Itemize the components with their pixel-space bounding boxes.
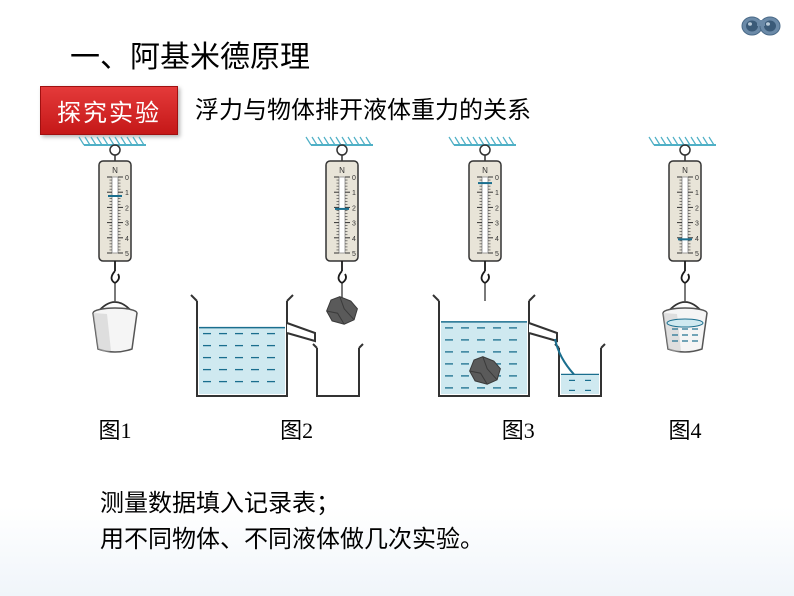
bottom-line-1: 测量数据填入记录表； bbox=[100, 486, 484, 522]
svg-text:1: 1 bbox=[352, 190, 356, 197]
figures-row: N012345 图1 N012345 图2 N012345 图3 N012345… bbox=[60, 135, 740, 445]
figure-2: N0 1 2 3 4 5 图2 bbox=[187, 131, 407, 445]
svg-text:5: 5 bbox=[352, 251, 356, 258]
svg-text:2: 2 bbox=[695, 205, 699, 212]
binoculars-icon bbox=[740, 8, 782, 43]
bottom-instructions: 测量数据填入记录表； 用不同物体、不同液体做几次实验。 bbox=[100, 486, 484, 558]
svg-text:4: 4 bbox=[495, 236, 499, 243]
figure-1-label: 图1 bbox=[98, 413, 131, 445]
svg-text:4: 4 bbox=[125, 236, 129, 243]
svg-text:4: 4 bbox=[695, 236, 699, 243]
svg-text:4: 4 bbox=[352, 236, 356, 243]
figure-3-label: 图3 bbox=[502, 413, 535, 445]
experiment-badge: 探究实验 bbox=[40, 86, 178, 135]
svg-text:3: 3 bbox=[125, 221, 129, 228]
figure-4: N0 1 2 3 4 5 图4 bbox=[630, 131, 740, 445]
svg-text:0: 0 bbox=[352, 175, 356, 182]
svg-text:3: 3 bbox=[495, 221, 499, 228]
svg-text:3: 3 bbox=[352, 221, 356, 228]
svg-text:3: 3 bbox=[695, 221, 699, 228]
svg-text:1: 1 bbox=[695, 190, 699, 197]
experiment-subtitle: 浮力与物体排开液体重力的关系 bbox=[195, 90, 531, 125]
svg-text:2: 2 bbox=[495, 205, 499, 212]
svg-text:5: 5 bbox=[495, 251, 499, 258]
svg-text:1: 1 bbox=[125, 190, 129, 197]
svg-text:0: 0 bbox=[125, 175, 129, 182]
figure-2-label: 图2 bbox=[280, 413, 313, 445]
svg-text:N: N bbox=[682, 166, 688, 175]
bottom-line-2: 用不同物体、不同液体做几次实验。 bbox=[100, 522, 484, 558]
figure-4-label: 图4 bbox=[668, 413, 701, 445]
svg-text:2: 2 bbox=[125, 205, 129, 212]
figure-3: N0 1 2 3 4 5 图3 bbox=[423, 131, 613, 445]
svg-text:0: 0 bbox=[495, 175, 499, 182]
svg-text:2: 2 bbox=[352, 205, 356, 212]
svg-text:N: N bbox=[339, 166, 345, 175]
svg-text:1: 1 bbox=[495, 190, 499, 197]
svg-text:N: N bbox=[482, 166, 488, 175]
svg-text:5: 5 bbox=[125, 251, 129, 258]
figure-1: N0 1 2 3 4 5 图1 bbox=[60, 131, 170, 445]
section-heading: 一、阿基米德原理 bbox=[70, 32, 310, 76]
svg-text:N: N bbox=[112, 166, 118, 175]
svg-text:5: 5 bbox=[695, 251, 699, 258]
svg-text:0: 0 bbox=[695, 175, 699, 182]
